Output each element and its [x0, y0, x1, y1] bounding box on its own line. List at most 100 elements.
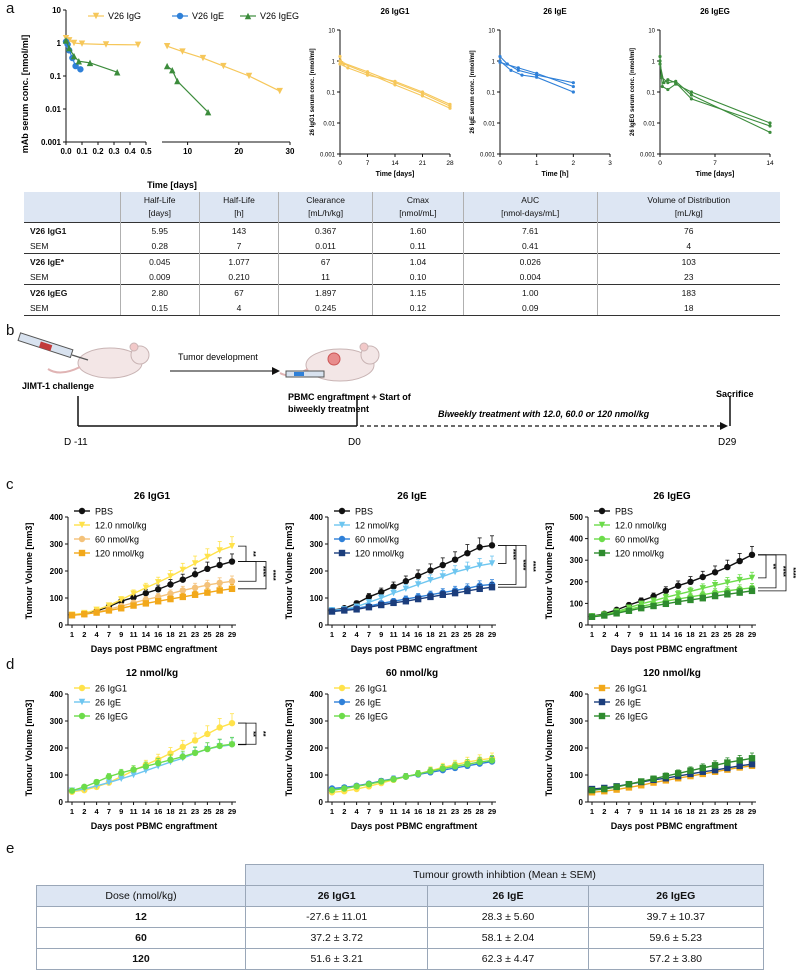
significance-marker: **** — [259, 566, 266, 577]
tumour-legend-label: 26 IgEG — [615, 712, 648, 722]
tumour-point — [130, 771, 137, 779]
pk-small-x-tick-label: 21 — [419, 160, 427, 167]
pk-small-point — [689, 97, 694, 101]
tumour-point — [179, 753, 186, 760]
tumour-chart-x-tick-label: 2 — [602, 807, 606, 816]
tumour-point — [204, 745, 211, 753]
tumour-legend-label: 60 nmol/kg — [615, 535, 659, 545]
tumour-point — [724, 759, 731, 766]
tumour-chart-x-tick-label: 23 — [711, 630, 719, 639]
tumour-point — [191, 749, 199, 757]
tumour-legend-marker — [338, 712, 346, 720]
pk-main-point — [78, 40, 86, 47]
tumour-point — [402, 578, 410, 585]
tumour-point — [427, 567, 434, 574]
sacrifice-label: Sacrifice — [716, 389, 754, 399]
pk-main-legend-label: V26 IgE — [192, 11, 224, 21]
tumour-legend-marker — [598, 521, 606, 529]
pk-small-title: 26 IgE — [543, 7, 567, 16]
tumour-chart-ylabel: Tumour Volume [mm3] — [284, 700, 294, 797]
tumour-chart-x-tick-label: 1 — [590, 807, 594, 816]
tumour-chart-y-tick-label: 400 — [50, 690, 64, 699]
tumour-legend-marker — [598, 684, 606, 692]
pk-small-point — [448, 102, 452, 106]
tumour-chart-x-tick-label: 23 — [191, 630, 199, 639]
tgi-value-cell: 37.2 ± 3.72 — [244, 927, 429, 949]
tumour-legend-marker — [338, 507, 346, 515]
pk-small-ylabel: 26 IgEG serum conc. [nmol/ml] — [630, 48, 636, 136]
pk-small-ylabel: 26 IgG1 serum conc. [nmol/ml] — [310, 48, 316, 135]
tumour-point — [216, 579, 223, 587]
tumour-chart-x-tick-label: 14 — [142, 807, 151, 816]
timepoint-d29: D29 — [718, 437, 737, 448]
pk-small-point — [498, 54, 502, 59]
panel-letter-a: a — [6, 0, 15, 17]
tumour-chart-x-tick-label: 18 — [166, 807, 174, 816]
pk-small-x-tick-label: 0 — [658, 160, 662, 167]
panel-letter-d: d — [6, 656, 15, 673]
pk-small-point — [342, 62, 346, 66]
tumour-point — [464, 549, 471, 557]
pk-table-cell: 23 — [596, 269, 780, 285]
significance-bracket — [498, 544, 507, 564]
tgi-col-header: 26 IgEG — [587, 885, 765, 907]
tgi-value-cell: -27.6 ± 11.01 — [244, 906, 429, 928]
significance-marker: **** — [789, 567, 796, 578]
tumour-point — [687, 767, 694, 774]
tumour-point — [476, 562, 483, 569]
tumour-legend-label: 26 IgEG — [355, 712, 388, 722]
tumour-chart-x-tick-label: 7 — [107, 807, 111, 816]
tumour-chart-xlabel: Days post PBMC engraftment — [91, 644, 218, 654]
tumour-chart-y-tick-label: 400 — [310, 690, 324, 699]
tumour-legend-label: 12.0 nmol/kg — [95, 521, 147, 531]
pk-main-point — [70, 52, 78, 60]
pk-small-x-tick-label: 7 — [713, 160, 717, 167]
tumour-point — [105, 773, 113, 780]
tgi-value-cell: 59.6 ± 5.23 — [587, 927, 765, 949]
tumour-chart-y-tick-label: 100 — [570, 771, 584, 780]
pk-table-cell: 0.41 — [462, 238, 597, 254]
pk-table-cell: 76 — [596, 222, 780, 238]
pk-small-point — [520, 73, 524, 77]
tumour-point — [81, 611, 88, 618]
tumour-point — [711, 762, 719, 769]
tumour-chart-y-tick-label: 200 — [50, 567, 64, 576]
tumour-chart-120nmol: 120 nmol/kg Tumour Volume [mm3] Days post … — [544, 668, 756, 831]
tgi-dose-cell: 60 — [36, 927, 246, 949]
tumour-chart-y-tick-label: 100 — [310, 771, 324, 780]
tumour-point — [228, 578, 236, 585]
tumour-chart-y-tick-label: 100 — [50, 594, 64, 603]
panel-letter-c: c — [6, 476, 14, 493]
pk-main-x-tick-label: 0.5 — [140, 147, 152, 156]
pk-small-y-tick-label: 1 — [332, 60, 336, 66]
tumour-chart-x-tick-label: 11 — [130, 630, 138, 639]
pk-table-header-cell — [24, 192, 121, 223]
tumour-chart-x-tick-label: 14 — [402, 630, 411, 639]
tumour-chart-x-tick-label: 9 — [119, 630, 123, 639]
pk-main-y-tick-label: 0.001 — [41, 138, 62, 147]
pk-small-point — [571, 90, 575, 94]
tumour-chart-x-tick-label: 7 — [367, 807, 371, 816]
tumour-chart-x-tick-label: 2 — [342, 630, 346, 639]
pk-small-point — [666, 81, 670, 85]
tumour-point — [662, 594, 670, 601]
pk-small-xlabel: Time [h] — [541, 171, 568, 178]
tumour-chart-y-tick-label: 200 — [570, 578, 584, 587]
tumour-legend-marker — [338, 535, 346, 543]
tumour-point — [748, 551, 756, 558]
tumour-chart-y-tick-label: 200 — [310, 567, 324, 576]
tumour-chart-x-tick-label: 2 — [82, 630, 86, 639]
tumour-point — [588, 613, 596, 620]
pk-small-point — [571, 81, 575, 85]
tumour-point — [93, 778, 100, 786]
tumour-point — [488, 584, 496, 591]
panel-letter-e: e — [6, 840, 15, 857]
significance-marker: **** — [779, 566, 786, 577]
tumour-point — [105, 602, 113, 609]
tumour-legend-marker — [78, 507, 86, 515]
pk-small-point — [689, 93, 694, 97]
tumour-point — [711, 582, 719, 589]
tgi-value-cell: 39.7 ± 10.37 — [587, 906, 765, 928]
pk-small-point — [658, 59, 662, 63]
tumour-chart-x-tick-label: 28 — [476, 630, 484, 639]
